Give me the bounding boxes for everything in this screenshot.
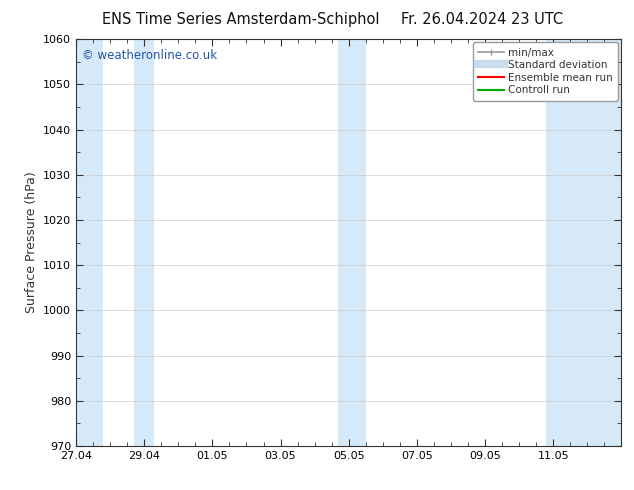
Text: © weatheronline.co.uk: © weatheronline.co.uk: [82, 49, 217, 62]
Bar: [76, 39, 103, 446]
Y-axis label: Surface Pressure (hPa): Surface Pressure (hPa): [25, 172, 37, 314]
Bar: [547, 39, 621, 446]
Bar: [134, 39, 155, 446]
Bar: [339, 39, 366, 446]
Legend: min/max, Standard deviation, Ensemble mean run, Controll run: min/max, Standard deviation, Ensemble me…: [473, 42, 618, 100]
Text: Fr. 26.04.2024 23 UTC: Fr. 26.04.2024 23 UTC: [401, 12, 563, 27]
Text: ENS Time Series Amsterdam-Schiphol: ENS Time Series Amsterdam-Schiphol: [102, 12, 380, 27]
